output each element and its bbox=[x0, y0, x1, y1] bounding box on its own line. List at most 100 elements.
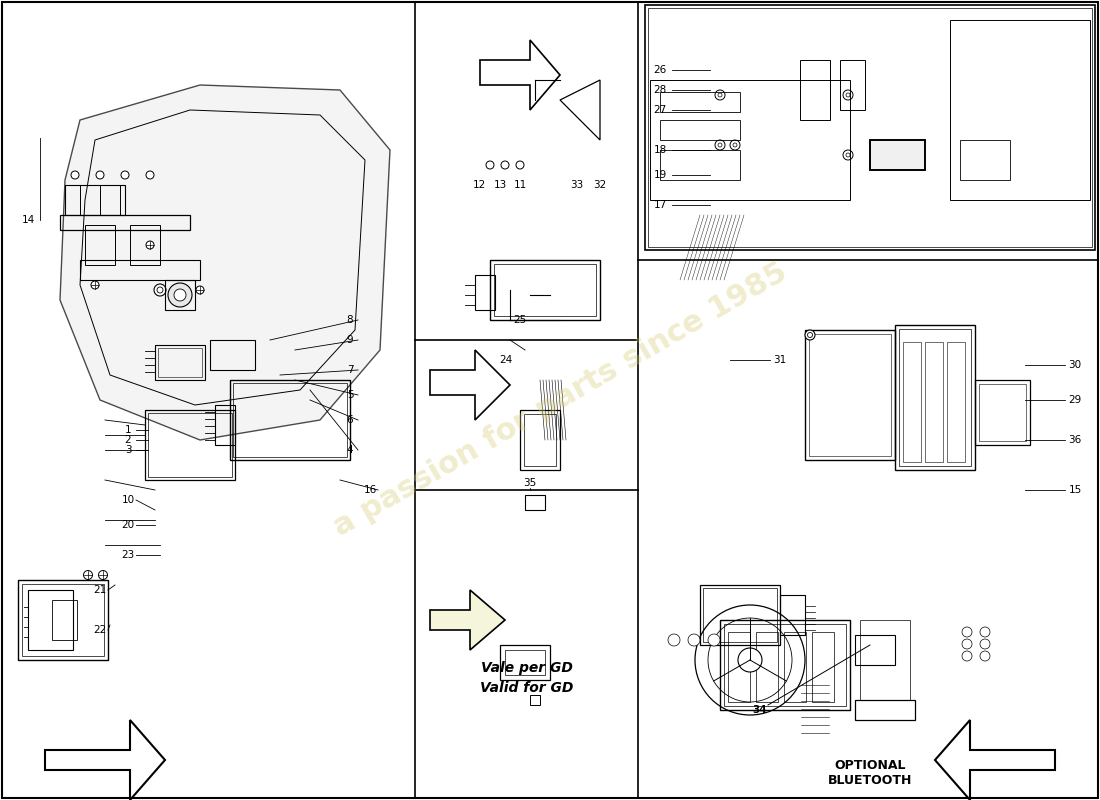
Bar bbox=[903, 342, 921, 462]
Text: 28: 28 bbox=[653, 85, 667, 95]
Circle shape bbox=[121, 171, 129, 179]
Circle shape bbox=[843, 90, 852, 100]
Circle shape bbox=[146, 241, 154, 249]
Text: 24: 24 bbox=[499, 355, 513, 365]
Text: 34: 34 bbox=[752, 705, 768, 715]
Bar bbox=[22, 584, 104, 656]
Bar bbox=[870, 140, 925, 170]
Bar bbox=[520, 410, 560, 470]
Text: 6: 6 bbox=[346, 415, 353, 425]
Bar bbox=[80, 260, 200, 280]
Bar bbox=[530, 695, 540, 705]
Circle shape bbox=[980, 627, 990, 637]
Bar bbox=[494, 264, 596, 316]
Bar bbox=[805, 330, 895, 460]
Circle shape bbox=[738, 648, 762, 672]
Circle shape bbox=[91, 281, 99, 289]
Circle shape bbox=[146, 171, 154, 179]
Bar bbox=[210, 340, 255, 370]
Text: 20: 20 bbox=[121, 520, 134, 530]
Text: 8: 8 bbox=[346, 315, 353, 325]
Bar bbox=[165, 280, 195, 310]
Text: 23: 23 bbox=[121, 550, 134, 560]
Bar bbox=[524, 414, 556, 466]
Bar bbox=[756, 632, 778, 702]
Circle shape bbox=[174, 289, 186, 301]
Circle shape bbox=[843, 150, 852, 160]
Bar bbox=[870, 140, 925, 170]
Text: 35: 35 bbox=[524, 478, 537, 488]
Text: 1: 1 bbox=[124, 425, 131, 435]
Bar bbox=[645, 5, 1094, 250]
Bar bbox=[233, 383, 346, 457]
Circle shape bbox=[96, 171, 104, 179]
Text: 30: 30 bbox=[1068, 360, 1081, 370]
Text: 3: 3 bbox=[124, 445, 131, 455]
Polygon shape bbox=[560, 80, 600, 140]
Bar bbox=[505, 650, 544, 675]
Bar bbox=[855, 635, 895, 665]
Bar bbox=[800, 60, 830, 120]
Circle shape bbox=[99, 570, 108, 579]
Circle shape bbox=[962, 639, 972, 649]
Bar bbox=[899, 329, 971, 466]
Bar bbox=[720, 620, 850, 710]
Circle shape bbox=[846, 93, 850, 97]
Bar bbox=[947, 342, 965, 462]
Bar bbox=[158, 348, 202, 377]
Bar bbox=[950, 20, 1090, 200]
Text: 11: 11 bbox=[514, 180, 527, 190]
Bar bbox=[840, 60, 865, 110]
Bar bbox=[728, 632, 750, 702]
Bar bbox=[855, 700, 915, 720]
Circle shape bbox=[730, 140, 740, 150]
Circle shape bbox=[688, 634, 700, 646]
Bar bbox=[660, 120, 740, 140]
Polygon shape bbox=[935, 720, 1055, 800]
Bar bbox=[784, 632, 806, 702]
Text: 27: 27 bbox=[653, 105, 667, 115]
Circle shape bbox=[733, 143, 737, 147]
Circle shape bbox=[486, 161, 494, 169]
Polygon shape bbox=[480, 40, 560, 110]
Bar bbox=[155, 345, 205, 380]
Bar bbox=[812, 632, 834, 702]
Bar bbox=[808, 334, 891, 456]
Bar bbox=[52, 600, 77, 640]
Bar bbox=[130, 225, 159, 265]
Text: 2: 2 bbox=[124, 435, 131, 445]
Text: 21: 21 bbox=[94, 585, 107, 595]
Text: OPTIONAL
BLUETOOTH: OPTIONAL BLUETOOTH bbox=[828, 759, 912, 787]
Circle shape bbox=[196, 286, 204, 294]
Bar bbox=[895, 325, 975, 470]
Text: 31: 31 bbox=[773, 355, 786, 365]
Bar bbox=[85, 225, 116, 265]
Text: 13: 13 bbox=[494, 180, 507, 190]
Bar bbox=[660, 150, 740, 180]
Bar bbox=[65, 185, 125, 215]
Circle shape bbox=[718, 93, 722, 97]
Circle shape bbox=[715, 140, 725, 150]
Circle shape bbox=[84, 570, 92, 579]
Circle shape bbox=[980, 639, 990, 649]
Text: 32: 32 bbox=[593, 180, 606, 190]
Bar bbox=[230, 380, 350, 460]
Circle shape bbox=[962, 627, 972, 637]
Bar bbox=[490, 260, 600, 320]
Bar bbox=[703, 588, 777, 642]
Text: 29: 29 bbox=[1068, 395, 1081, 405]
Circle shape bbox=[72, 171, 79, 179]
Text: 26: 26 bbox=[653, 65, 667, 75]
Bar bbox=[979, 384, 1026, 441]
Bar bbox=[475, 275, 495, 310]
Text: Valid for GD: Valid for GD bbox=[481, 681, 574, 695]
Text: Vale per GD: Vale per GD bbox=[481, 661, 573, 675]
Circle shape bbox=[708, 634, 720, 646]
Bar bbox=[975, 380, 1030, 445]
Circle shape bbox=[807, 333, 813, 338]
Polygon shape bbox=[45, 720, 165, 800]
Circle shape bbox=[668, 634, 680, 646]
Bar bbox=[148, 413, 232, 477]
Text: 15: 15 bbox=[1068, 485, 1081, 495]
Bar bbox=[145, 410, 235, 480]
